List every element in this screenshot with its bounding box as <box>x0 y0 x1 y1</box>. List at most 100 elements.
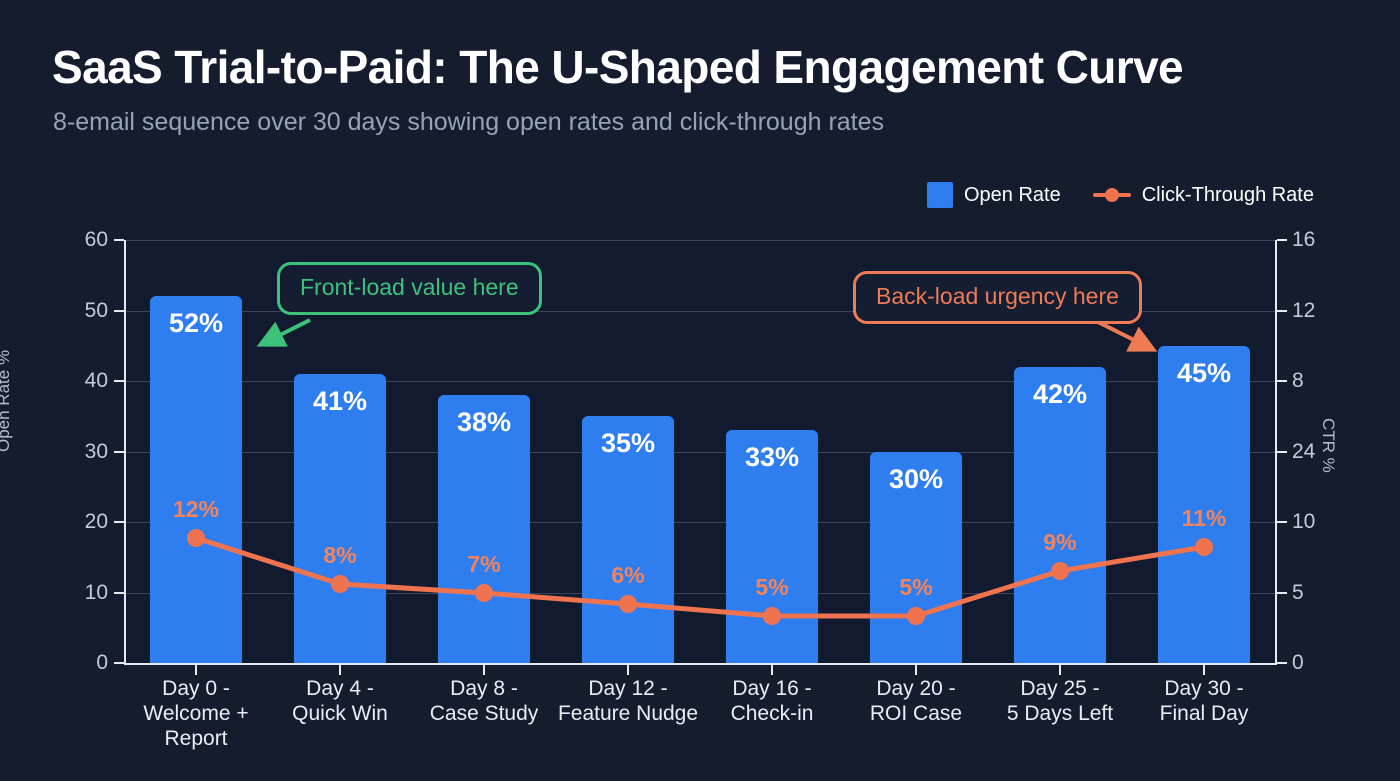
gridline <box>124 240 1276 241</box>
y-axis-right-line <box>1275 240 1277 664</box>
bar-value-label: 52% <box>168 308 224 339</box>
x-axis-label: Day 30 - Final Day <box>1114 676 1294 726</box>
x-axis-tick <box>483 665 485 675</box>
x-axis-label-line: Quick Win <box>292 702 388 725</box>
y-axis-right-tick-label: 10 <box>1292 510 1316 533</box>
x-axis-label: Day 4 - Quick Win <box>250 676 430 726</box>
y-axis-right-tick <box>1277 380 1287 382</box>
y-axis-left-tick-label: 50 <box>84 298 108 322</box>
x-axis-tick <box>915 665 917 675</box>
bar-value-label: 42% <box>1032 378 1088 409</box>
bar[interactable] <box>1014 366 1106 663</box>
x-axis-line <box>124 663 1277 665</box>
bar-value-label: 38% <box>456 407 512 438</box>
y-axis-left-tick <box>114 239 124 241</box>
x-axis-label-line: Report <box>164 727 228 750</box>
y-axis-right-tick <box>1277 239 1287 241</box>
bar[interactable] <box>150 296 242 663</box>
legend-item-click-through-rate[interactable]: Click-Through Rate <box>1092 183 1314 207</box>
x-axis-label: Day 25 -5 Days Left <box>970 676 1150 726</box>
y-axis-left-tick <box>114 662 124 664</box>
bar-value-label: 45% <box>1176 357 1232 388</box>
y-axis-left-tick <box>114 309 124 312</box>
x-axis-tick <box>1059 665 1061 675</box>
y-axis-right-tick-label: 8 <box>1292 369 1304 392</box>
legend-label-open-rate: Open Rate <box>963 183 1061 206</box>
y-axis-right-tick <box>1277 591 1287 594</box>
y-axis-left-title: Open Rate % <box>0 350 13 452</box>
x-axis-tick <box>195 665 197 675</box>
x-axis-label-line: Day 8 - <box>450 677 518 700</box>
gridline <box>124 522 1276 523</box>
y-axis-left-tick-label: 10 <box>84 580 108 604</box>
x-axis-label-line: Day 4 - <box>306 677 374 700</box>
annotation-back-load: Back-load urgency here <box>853 271 1142 324</box>
ctr-value-label: 11% <box>1181 505 1227 531</box>
y-axis-left-tick <box>114 521 124 523</box>
x-axis-label-line: Day 16 - <box>732 677 812 700</box>
gridline <box>124 310 1276 312</box>
bar-value-label: 35% <box>600 428 656 459</box>
y-axis-right-tick <box>1277 309 1287 312</box>
bar-swatch-icon <box>926 182 953 208</box>
x-axis-label-line: 5 Days Left <box>1006 702 1114 725</box>
y-axis-left-tick-label: 0 <box>96 651 108 674</box>
y-axis-left-tick-label: 40 <box>84 369 108 392</box>
x-axis-tick <box>339 665 341 675</box>
y-axis-right-tick-label: 0 <box>1292 651 1304 674</box>
x-axis-label-line: Day 30 - <box>1164 677 1244 700</box>
legend-label-click-through-rate: Click-Through Rate <box>1141 183 1314 206</box>
x-axis-label-line: Feature Nudge <box>557 702 699 725</box>
legend-item-open-rate[interactable]: Open Rate <box>926 182 1061 208</box>
y-axis-right-tick <box>1277 521 1287 523</box>
x-axis-label: Day 8 - Case Study <box>394 676 574 726</box>
y-axis-left-tick <box>114 450 124 453</box>
annotation-front-load: Front-load value here <box>277 262 542 315</box>
ctr-value-label: 5% <box>899 574 933 600</box>
x-axis-label-line: Welcome + <box>143 702 249 725</box>
ctr-value-label: 6% <box>611 562 645 588</box>
x-axis-tick <box>1203 665 1205 675</box>
y-axis-right-tick-label: 16 <box>1292 228 1316 251</box>
y-axis-left-tick <box>114 380 124 382</box>
x-axis-label: Day 0 - Welcome + Report <box>106 676 286 751</box>
ctr-value-label: 12% <box>172 496 220 522</box>
y-axis-right-tick-label: 12 <box>1292 298 1316 322</box>
x-axis-label-line: ROI Case <box>869 702 963 725</box>
y-axis-left-tick-label: 20 <box>84 510 108 533</box>
bar-value-label: 33% <box>744 442 800 473</box>
x-axis-label-line: Day 20 - <box>876 677 956 700</box>
chart-legend: Open Rate Click-Through Rate <box>926 182 1314 208</box>
gridline <box>124 451 1276 453</box>
y-axis-right-tick <box>1277 662 1287 664</box>
gridline <box>124 381 1276 382</box>
ctr-value-label: 7% <box>467 551 501 577</box>
y-axis-right-tick-label: 5 <box>1292 580 1304 604</box>
bar-value-label: 41% <box>312 385 368 416</box>
chart-title: SaaS Trial-to-Paid: The U-Shaped Engagem… <box>52 41 1184 93</box>
x-axis-label-line: Final Day <box>1159 702 1249 725</box>
ctr-value-label: 8% <box>323 542 357 568</box>
y-axis-left-tick-label: 30 <box>84 439 108 463</box>
x-axis-label: Day 20 - ROI Case <box>826 676 1006 726</box>
ctr-value-label: 9% <box>1043 529 1077 555</box>
x-axis-label: Day 12 - Feature Nudge <box>538 676 718 726</box>
y-axis-left-line <box>124 240 126 664</box>
x-axis-tick <box>627 665 629 675</box>
chart-subtitle: 8-email sequence over 30 days showing op… <box>53 108 885 136</box>
bar-value-label: 30% <box>888 463 944 494</box>
y-axis-left-tick <box>114 591 124 594</box>
x-axis-label: Day 16 - Check-in <box>682 676 862 726</box>
ctr-value-label: 5% <box>755 574 789 600</box>
bar[interactable] <box>294 373 386 663</box>
x-axis-tick <box>771 665 773 675</box>
y-axis-right-tick-label: 24 <box>1292 439 1316 463</box>
x-axis-label-line: Day 12 - <box>588 677 668 700</box>
x-axis-label-line: Case Study <box>429 702 539 725</box>
y-axis-right-title: CTR % <box>1319 418 1338 473</box>
x-axis-label-line: Check-in <box>730 702 814 725</box>
y-axis-right-tick <box>1277 450 1287 453</box>
line-marker-icon <box>1092 185 1131 205</box>
y-axis-left-tick-label: 60 <box>84 228 108 251</box>
